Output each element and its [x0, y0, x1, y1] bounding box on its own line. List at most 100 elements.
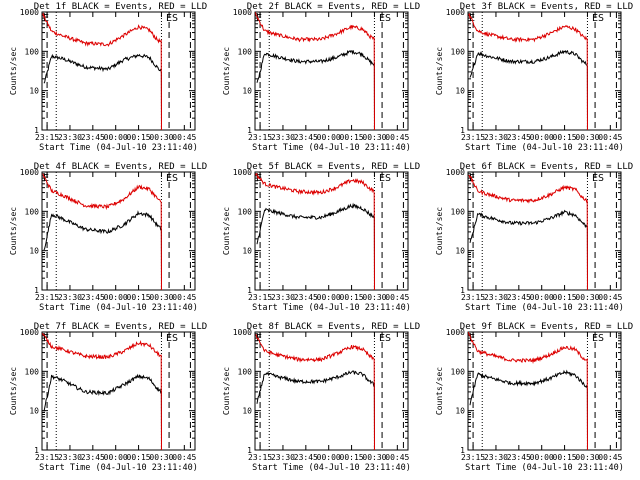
events-series-line [43, 53, 162, 131]
x-tick-label: 00:15 [127, 133, 151, 142]
y-tick-label: 1 [460, 126, 465, 135]
y-axis-label: Counts/sec [222, 47, 231, 95]
y-tick-label: 1000 [446, 8, 465, 17]
x-tick-label: 23:30 [484, 133, 508, 142]
x-tick-label: 23:30 [271, 133, 295, 142]
y-axis-label: Counts/sec [9, 207, 18, 255]
marker-label: ES [379, 333, 391, 344]
x-tick-label: 00:00 [530, 133, 554, 142]
y-tick-label: 100 [238, 207, 253, 216]
detector-panel: Det 5f BLACK = Events, RED = LLD 1 10 100 10… [222, 162, 420, 313]
y-tick-label: 1000 [446, 328, 465, 337]
panel-title: Det 8f BLACK = Events, RED = LLD [247, 322, 420, 332]
y-tick-label: 10 [242, 407, 252, 416]
marker-label: E [43, 13, 49, 24]
y-tick-label: 1000 [446, 168, 465, 177]
lld-series-line [468, 174, 588, 291]
y-tick-label: 100 [238, 367, 253, 376]
x-tick-label: 23:30 [58, 293, 82, 302]
y-tick-label: 1 [247, 126, 252, 135]
x-tick-label: 23:45 [507, 293, 531, 302]
x-tick-label: 00:30 [575, 453, 599, 462]
x-tick-label: 00:45 [172, 453, 196, 462]
marker-label: ES [592, 173, 604, 184]
y-tick-label: 100 [451, 47, 466, 56]
x-tick-label: 23:30 [271, 293, 295, 302]
x-tick-label: 00:00 [317, 453, 341, 462]
x-tick-label: 23:45 [81, 133, 105, 142]
marker-label: ES [166, 333, 178, 344]
y-tick-label: 1 [247, 446, 252, 455]
plot-frame [467, 11, 622, 131]
x-tick-label: 00:30 [575, 133, 599, 142]
y-tick-label: 100 [25, 207, 40, 216]
x-tick-label: 23:45 [507, 133, 531, 142]
panel-title: Det 6f BLACK = Events, RED = LLD [460, 162, 633, 172]
y-axis-label: Counts/sec [222, 367, 231, 415]
x-tick-label: 00:30 [149, 293, 173, 302]
x-tick-label: 00:45 [385, 133, 409, 142]
plot-frame [41, 171, 196, 291]
x-tick-label: 23:45 [507, 453, 531, 462]
x-tick-label: 00:30 [362, 453, 386, 462]
lld-series-line [468, 12, 588, 131]
events-series-line [469, 49, 588, 131]
x-tick-label: 23:15 [248, 453, 272, 462]
x-tick-label: 23:45 [294, 293, 318, 302]
marker-label: ES [592, 13, 604, 24]
x-axis-label: Start Time (04-Jul-10 23:11:40) [39, 303, 198, 313]
marker-label: E [43, 333, 49, 344]
lld-series-line [255, 173, 375, 291]
y-tick-label: 1000 [20, 328, 39, 337]
lld-series-line [255, 334, 375, 451]
panel-title: Det 2f BLACK = Events, RED = LLD [247, 2, 420, 12]
x-axis-label: Start Time (04-Jul-10 23:11:40) [465, 303, 624, 313]
x-tick-label: 00:15 [553, 293, 577, 302]
marker-label: ES [166, 173, 178, 184]
x-tick-label: 23:15 [35, 293, 59, 302]
x-tick-label: 23:15 [248, 133, 272, 142]
x-tick-label: 00:30 [575, 293, 599, 302]
plot-frame [467, 171, 622, 291]
y-tick-label: 1 [34, 126, 39, 135]
x-tick-label: 23:30 [58, 453, 82, 462]
y-axis-label: Counts/sec [435, 47, 444, 95]
marker-label: E [256, 333, 262, 344]
x-tick-label: 00:00 [317, 133, 341, 142]
events-series-line [256, 370, 375, 451]
x-tick-label: 23:45 [81, 293, 105, 302]
panel-title: Det 5f BLACK = Events, RED = LLD [247, 162, 420, 172]
events-series-line [469, 209, 588, 291]
x-tick-label: 23:45 [294, 453, 318, 462]
x-tick-label: 00:45 [598, 133, 622, 142]
x-tick-label: 00:45 [598, 293, 622, 302]
y-tick-label: 10 [29, 87, 39, 96]
detector-panel: Det 1f BLACK = Events, RED = LLD 1 10 100 10… [9, 2, 207, 153]
marker-label: E [469, 333, 475, 344]
y-tick-label: 10 [242, 247, 252, 256]
x-axis-label: Start Time (04-Jul-10 23:11:40) [252, 463, 411, 473]
x-tick-label: 00:00 [104, 293, 128, 302]
x-tick-label: 23:15 [248, 293, 272, 302]
marker-label: E [469, 173, 475, 184]
marker-label: E [256, 13, 262, 24]
y-tick-label: 1000 [233, 168, 252, 177]
panel-title: Det 3f BLACK = Events, RED = LLD [460, 2, 633, 12]
detector-panel: Det 3f BLACK = Events, RED = LLD 1 10 100 10… [435, 2, 633, 153]
y-tick-label: 10 [455, 247, 465, 256]
x-tick-label: 00:15 [340, 133, 364, 142]
plot-frame [41, 11, 196, 131]
y-axis-label: Counts/sec [9, 367, 18, 415]
y-tick-label: 100 [451, 207, 466, 216]
y-tick-label: 100 [451, 367, 466, 376]
y-tick-label: 100 [238, 47, 253, 56]
lld-series-line [42, 333, 162, 451]
x-tick-label: 23:30 [58, 133, 82, 142]
x-tick-label: 23:45 [294, 133, 318, 142]
plot-frame [254, 171, 409, 291]
marker-label: ES [379, 173, 391, 184]
y-tick-label: 10 [455, 87, 465, 96]
plot-frame [254, 11, 409, 131]
x-tick-label: 00:00 [104, 453, 128, 462]
